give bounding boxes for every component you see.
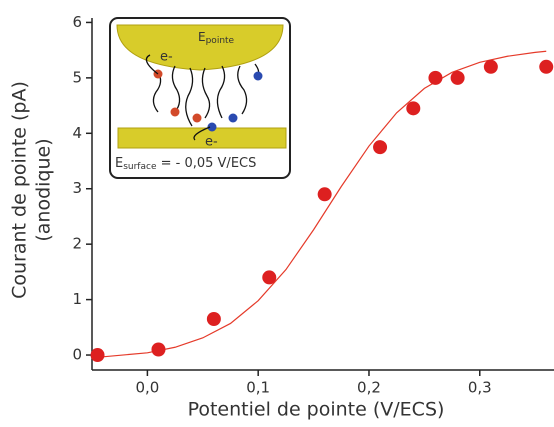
electron-arrow (145, 54, 159, 75)
surface-symbol: E (115, 156, 123, 171)
x-axis-label: Potentiel de pointe (V/ECS) (188, 399, 445, 421)
data-point (539, 59, 554, 74)
plot-area: 0 1 2 3 4 5 6 0,0 0,1 0,2 0,3 (72, 13, 554, 397)
y-tick-label: 5 (72, 68, 82, 86)
y-tick-label: 4 (72, 124, 82, 142)
surface (117, 127, 287, 149)
electron-arrow (193, 126, 211, 141)
tip-subscript: pointe (206, 36, 235, 46)
x-tick-label: 0,3 (468, 379, 492, 397)
molecules (152, 63, 260, 127)
tip-label: Epointe (198, 30, 235, 46)
surface-label: Esurface = - 0,05 V/ECS (115, 156, 256, 172)
y-tick-label: 1 (72, 290, 82, 308)
surface-subscript: surface (123, 162, 157, 172)
tip-symbol: E (198, 30, 206, 44)
y-tick-label: 0 (72, 346, 82, 364)
y-axis-label-line: Courant de pointe (pA) (9, 81, 31, 299)
y-tick-label: 6 (72, 13, 82, 31)
inset-diagram: Epointe e- e- Esurface = - 0,05 V/ECS (109, 17, 291, 179)
y-tick-label: 3 (72, 179, 82, 197)
y-axis-label-line: (anodique) (33, 138, 55, 241)
data-point (373, 140, 388, 155)
y-tick-label: 2 (72, 235, 82, 253)
data-point (262, 270, 277, 285)
data-point (483, 59, 498, 74)
x-tick-label: 0,1 (246, 379, 270, 397)
data-point (428, 70, 443, 85)
data-point (406, 101, 421, 116)
electron-label: e- (205, 135, 218, 150)
x-tick-label: 0,2 (357, 379, 381, 397)
surface-value: = - 0,05 V/ECS (156, 156, 256, 171)
data-point (317, 187, 332, 202)
y-axis-label: Courant de pointe (pA) (anodique) (9, 81, 55, 299)
data-point (450, 70, 465, 85)
data-point (151, 342, 166, 357)
x-tick-label: 0,0 (135, 379, 159, 397)
data-point (90, 348, 105, 363)
data-point (206, 312, 221, 327)
electron-label: e- (160, 50, 173, 65)
tip (116, 24, 284, 71)
